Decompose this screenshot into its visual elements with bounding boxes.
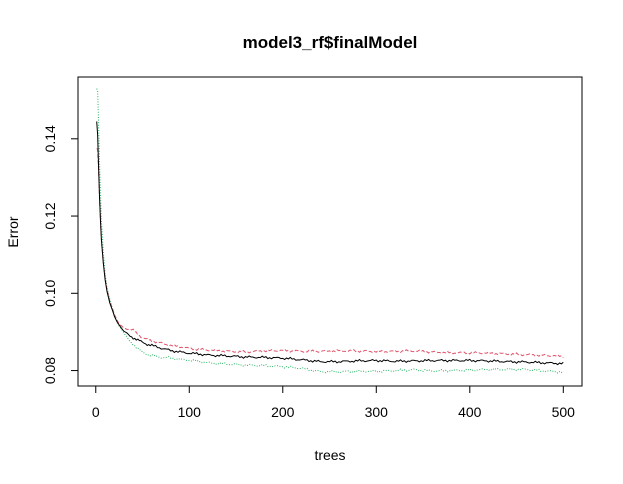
x-tick-label: 200 xyxy=(271,404,295,420)
series-line-class-2 xyxy=(96,88,564,374)
x-tick-label: 0 xyxy=(92,404,100,420)
y-tick-label: 0.12 xyxy=(42,202,58,229)
x-tick-label: 300 xyxy=(365,404,389,420)
y-tick-label: 0.08 xyxy=(42,357,58,384)
plot-frame xyxy=(77,76,583,387)
y-tick-label: 0.10 xyxy=(42,279,58,306)
x-axis-label: trees xyxy=(314,447,345,463)
series-line-class-1 xyxy=(96,148,564,358)
y-tick-label: 0.14 xyxy=(42,125,58,152)
x-tick-label: 500 xyxy=(552,404,576,420)
x-axis: 0 100 200 300 400 500 xyxy=(92,385,576,420)
x-tick-label: 100 xyxy=(178,404,202,420)
series-group xyxy=(96,88,564,374)
x-tick-label: 400 xyxy=(458,404,482,420)
y-axis-label: Error xyxy=(5,216,21,247)
series-line-oob xyxy=(96,121,564,366)
y-axis: 0.08 0.10 0.12 0.14 xyxy=(42,125,79,384)
chart-title: model3_rf$finalModel xyxy=(243,33,418,52)
